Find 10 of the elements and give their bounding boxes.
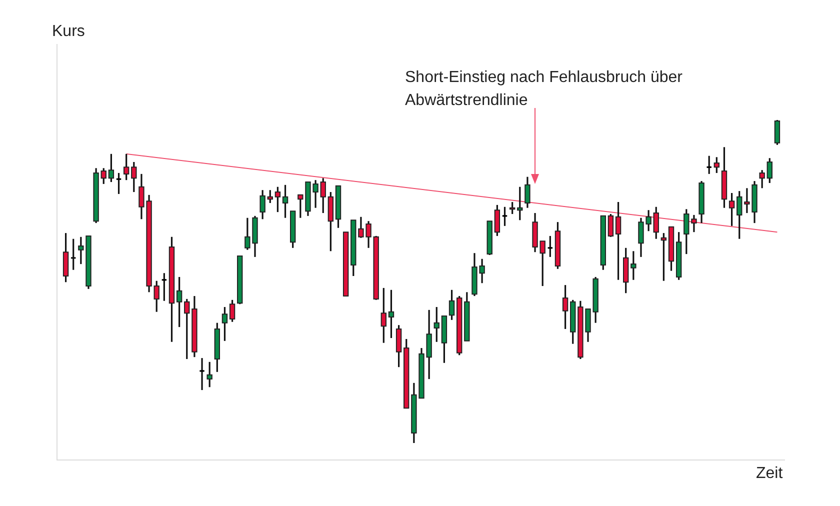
y-axis-title: Kurs [52,23,85,41]
candlestick [548,235,553,258]
candlestick [116,172,122,195]
x-axis-title: Zeit [756,465,783,483]
candlestick [71,238,76,271]
text: Short-Einstieg nach Fehlausbruch über Abwärtstrendlinie [405,68,684,111]
candlestick [706,155,712,175]
candlestick [162,272,167,302]
candlestick [200,357,204,391]
candlestick [502,206,508,227]
